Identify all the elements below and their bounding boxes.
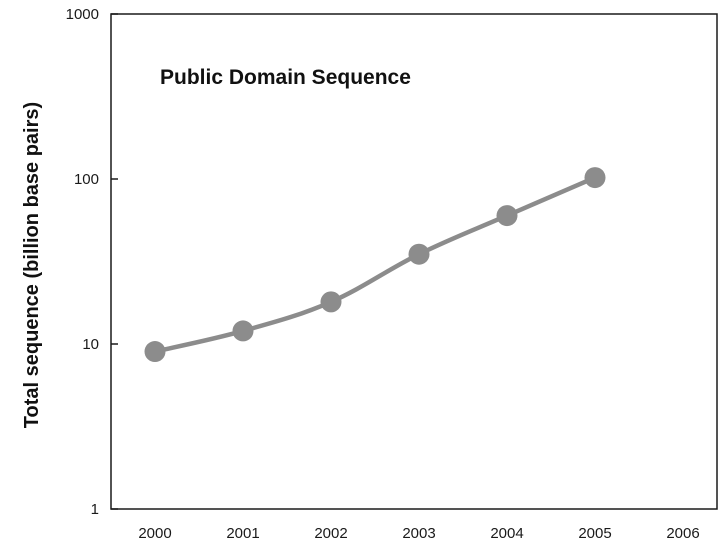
plot-frame (110, 13, 718, 510)
y-axis: 1 10 100 1000 (66, 6, 118, 518)
x-tick-label: 2004 (490, 525, 523, 542)
x-tick-label: 2002 (314, 525, 347, 542)
y-axis-label: Total sequence (billion base pairs) (21, 102, 43, 428)
y-tick-label: 10 (82, 336, 99, 353)
y-tick-label: 1 (91, 501, 99, 518)
x-axis: 2000 2001 2002 2003 2004 2005 2006 (138, 525, 699, 542)
chart-title: Public Domain Sequence (160, 66, 411, 89)
x-tick-label: 2006 (666, 525, 699, 542)
x-tick-label: 2001 (226, 525, 259, 542)
series-group (144, 167, 606, 363)
y-tick-label: 1000 (66, 6, 99, 23)
data-point (496, 205, 518, 227)
y-tick-label: 100 (74, 171, 99, 188)
x-tick-label: 2003 (402, 525, 435, 542)
series-line (152, 175, 598, 354)
x-tick-label: 2000 (138, 525, 171, 542)
data-point (232, 320, 254, 342)
data-point (584, 167, 606, 189)
data-point (408, 243, 430, 265)
data-point (144, 341, 166, 363)
x-tick-label: 2005 (578, 525, 611, 542)
data-point (320, 291, 342, 313)
